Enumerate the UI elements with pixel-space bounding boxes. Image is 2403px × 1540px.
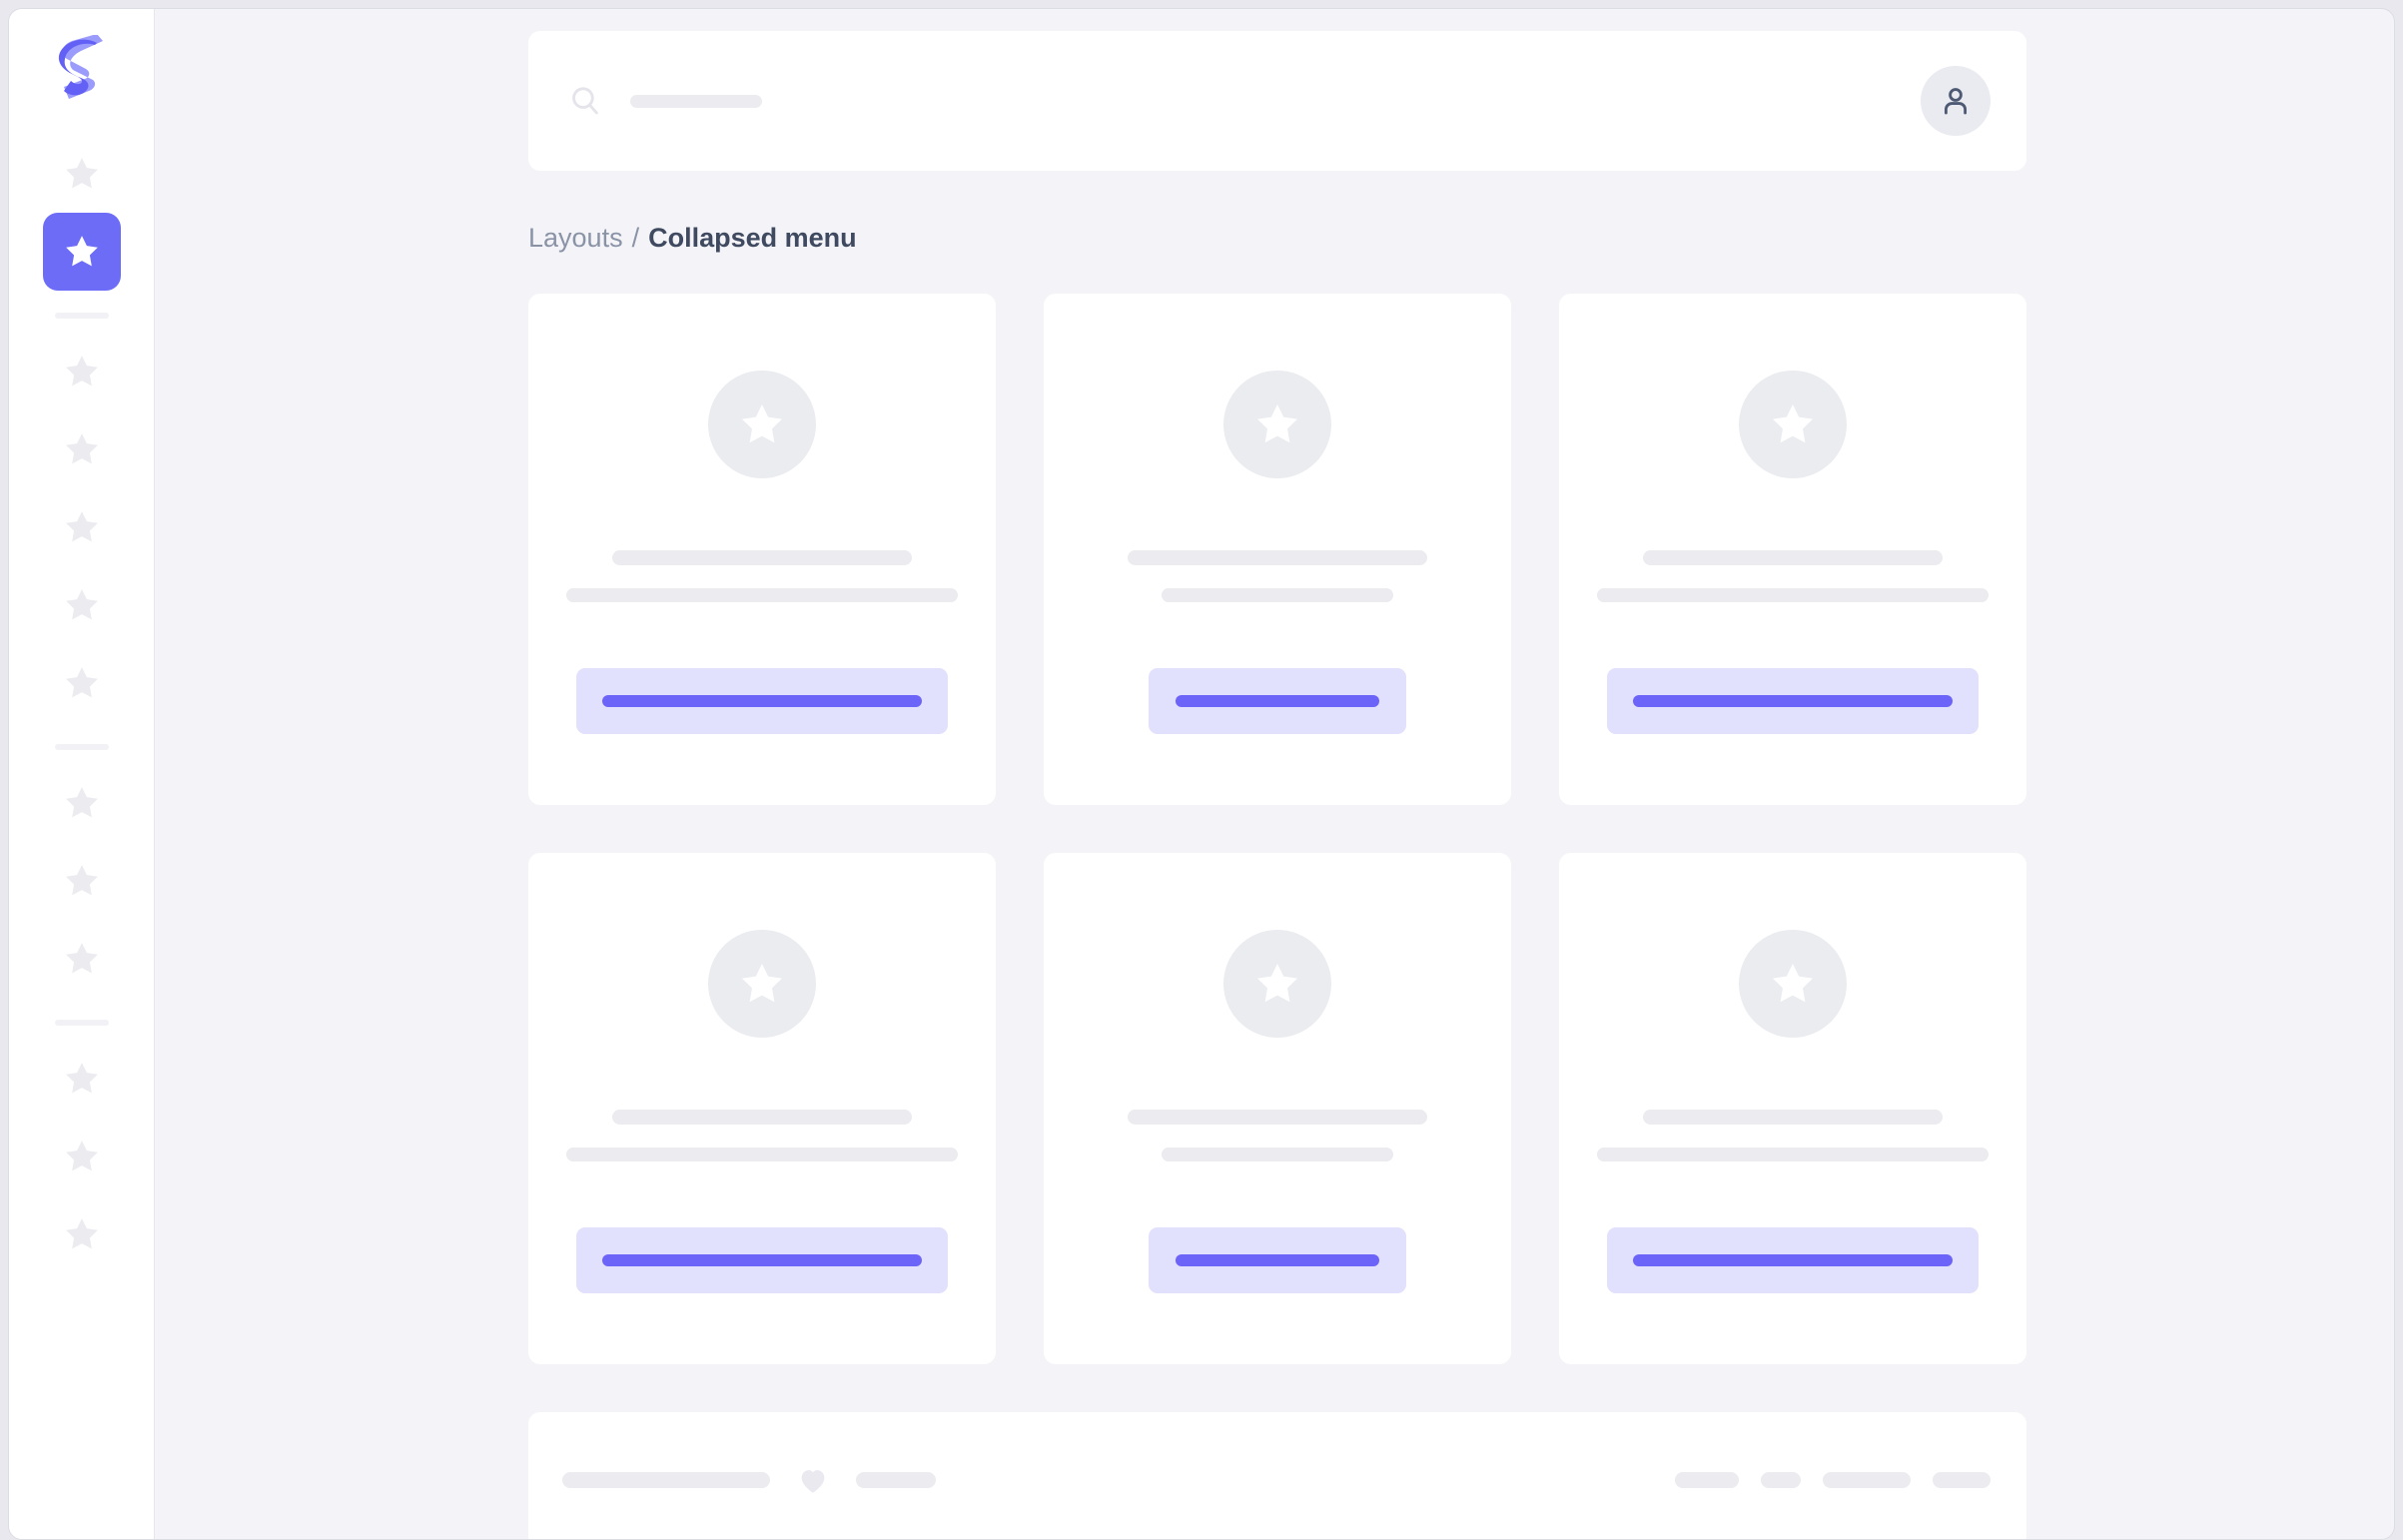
search-icon: [572, 87, 598, 115]
card-avatar: [1739, 930, 1847, 1038]
card-action-button[interactable]: [1149, 668, 1406, 734]
star-icon: [1773, 964, 1813, 1003]
footer-right-chip[interactable]: [1823, 1472, 1911, 1488]
card-button-label-skeleton: [1176, 695, 1379, 707]
star-icon: [65, 356, 98, 386]
star-icon: [742, 404, 782, 443]
footer-chip-skeleton: [856, 1472, 936, 1488]
sidebar-item-5[interactable]: [43, 488, 121, 566]
heart-icon[interactable]: [796, 1463, 830, 1497]
sidebar-divider-2: [54, 744, 109, 750]
card[interactable]: [1559, 294, 2026, 805]
star-icon: [65, 865, 98, 896]
star-icon: [65, 1063, 98, 1094]
card-avatar: [1223, 930, 1331, 1038]
star-icon: [65, 236, 98, 267]
sidebar-item-10[interactable]: [43, 920, 121, 998]
card-action-button[interactable]: [1607, 668, 1979, 734]
card-action-button[interactable]: [1149, 1227, 1406, 1293]
content-column: Layouts / Collapsed menu: [528, 31, 2026, 1539]
footer-bar: [528, 1412, 2026, 1539]
breadcrumb-separator: /: [631, 223, 640, 253]
breadcrumb-current: Collapsed menu: [648, 223, 857, 253]
footer-right-chip[interactable]: [1761, 1472, 1801, 1488]
footer-right-chip[interactable]: [1675, 1472, 1739, 1488]
search-input[interactable]: [568, 31, 1921, 171]
star-icon: [1257, 404, 1297, 443]
star-icon: [65, 158, 98, 189]
card[interactable]: [528, 853, 996, 1364]
sidebar-item-7[interactable]: [43, 644, 121, 722]
card-button-label-skeleton: [602, 695, 922, 707]
app-window: Layouts / Collapsed menu: [8, 8, 2395, 1540]
card-subtitle-skeleton: [1597, 588, 1989, 602]
card-title-skeleton: [1643, 550, 1943, 565]
footer-left-group: [562, 1463, 936, 1497]
card[interactable]: [1559, 853, 2026, 1364]
card-button-label-skeleton: [602, 1254, 922, 1266]
card-title-skeleton: [612, 1110, 912, 1125]
sidebar-nav: [42, 135, 121, 1273]
sidebar-item-12[interactable]: [43, 1118, 121, 1195]
sidebar-item-6[interactable]: [43, 566, 121, 644]
sidebar-item-1[interactable]: [43, 135, 121, 213]
star-icon: [742, 964, 782, 1003]
sidebar-item-11[interactable]: [43, 1040, 121, 1118]
sidebar-item-2-active[interactable]: [42, 213, 121, 291]
card-action-button[interactable]: [1607, 1227, 1979, 1293]
card-title-skeleton: [1128, 1110, 1427, 1125]
user-icon: [1944, 88, 1968, 115]
star-icon: [65, 667, 98, 698]
card-subtitle-skeleton: [566, 588, 958, 602]
top-bar: [528, 31, 2026, 171]
sidebar-divider-3: [54, 1020, 109, 1026]
breadcrumb: Layouts / Collapsed menu: [528, 225, 2026, 252]
card[interactable]: [1044, 853, 1511, 1364]
breadcrumb-root[interactable]: Layouts: [528, 223, 623, 253]
card-button-label-skeleton: [1633, 1254, 1953, 1266]
star-icon: [1773, 404, 1813, 443]
footer-right-chip[interactable]: [1933, 1472, 1991, 1488]
main-area: Layouts / Collapsed menu: [155, 9, 2394, 1539]
sidebar-divider-1: [54, 313, 109, 319]
star-icon: [65, 787, 98, 818]
card-button-label-skeleton: [1633, 695, 1953, 707]
card-title-skeleton: [1128, 550, 1427, 565]
sidebar-item-9[interactable]: [43, 842, 121, 920]
card-grid: [528, 294, 2026, 1364]
active-indicator: [42, 213, 121, 291]
card-subtitle-skeleton: [1597, 1148, 1989, 1161]
star-icon: [65, 589, 98, 620]
star-icon: [65, 1218, 98, 1249]
card[interactable]: [528, 294, 996, 805]
card-subtitle-skeleton: [566, 1148, 958, 1161]
footer-right-group: [1675, 1472, 1991, 1488]
card-title-skeleton: [612, 550, 912, 565]
card[interactable]: [1044, 294, 1511, 805]
card-avatar: [708, 371, 816, 478]
user-avatar-button[interactable]: [1921, 66, 1991, 136]
card-subtitle-skeleton: [1162, 588, 1393, 602]
card-action-button[interactable]: [576, 668, 948, 734]
star-icon: [65, 1141, 98, 1171]
sidebar-item-13[interactable]: [43, 1195, 121, 1273]
card-action-button[interactable]: [576, 1227, 948, 1293]
card-avatar: [1223, 371, 1331, 478]
star-icon: [65, 433, 98, 464]
star-icon: [1257, 964, 1297, 1003]
card-button-label-skeleton: [1176, 1254, 1379, 1266]
card-avatar: [708, 930, 816, 1038]
footer-bar-skeleton: [562, 1472, 770, 1488]
sidebar-item-4[interactable]: [43, 410, 121, 488]
search-placeholder-skeleton: [630, 94, 762, 108]
card-title-skeleton: [1643, 1110, 1943, 1125]
card-avatar: [1739, 371, 1847, 478]
sidebar: [9, 9, 155, 1539]
sidebar-item-3[interactable]: [43, 333, 121, 410]
sidebar-item-8[interactable]: [43, 764, 121, 842]
card-subtitle-skeleton: [1162, 1148, 1393, 1161]
star-icon: [65, 943, 98, 974]
app-logo[interactable]: [51, 35, 113, 101]
star-icon: [65, 511, 98, 542]
